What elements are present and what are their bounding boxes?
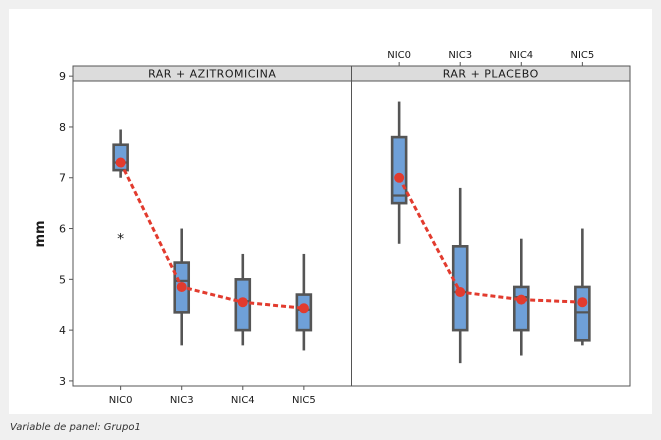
- mean-point: [237, 297, 248, 308]
- panel-azitromicina: RAR + AZITROMICINA *: [72, 65, 352, 387]
- outlier-marker: *: [117, 232, 124, 248]
- x-tick-label: NIC4: [231, 395, 255, 406]
- mean-point: [455, 287, 466, 298]
- panel-variable-label: Variable de panel: Grupo1: [10, 422, 141, 433]
- y-tick-label: 5: [59, 273, 66, 286]
- x-tick-label: NIC0: [387, 50, 411, 61]
- box-nic3: [451, 187, 469, 364]
- x-tick-label: NIC4: [509, 50, 533, 61]
- mean-connect-line: [397, 177, 583, 304]
- x-tick-label: NIC3: [170, 395, 194, 406]
- x-tick-label: NIC5: [292, 395, 316, 406]
- y-tick-label: 9: [59, 70, 66, 83]
- panel-placebo: RAR + PLACEBO: [351, 65, 631, 387]
- y-tick-label: 4: [59, 324, 66, 337]
- mean-point: [298, 303, 309, 314]
- panel-header: [351, 65, 631, 82]
- panel-title: RAR + AZITROMICINA: [148, 68, 276, 81]
- y-axis-label: mm: [33, 220, 48, 247]
- y-tick-label: 6: [59, 223, 66, 236]
- mean-point: [176, 281, 187, 292]
- y-tick-label: 8: [59, 121, 66, 134]
- x-tick-label: NIC3: [448, 50, 472, 61]
- x-tick-label: NIC0: [109, 395, 133, 406]
- box-iqr: [512, 285, 530, 332]
- x-tick-label: NIC5: [570, 50, 594, 61]
- mean-point: [115, 157, 126, 168]
- panel-title: RAR + PLACEBO: [443, 68, 539, 81]
- mean-point: [577, 297, 588, 308]
- mean-point: [394, 172, 405, 183]
- y-tick-label: 7: [59, 172, 66, 185]
- panels: RAR + AZITROMICINA * RAR + PLACEBO: [72, 65, 631, 387]
- mean-connect-line: [119, 161, 305, 310]
- y-axis: 3 4 5 6 7 8 9: [59, 70, 73, 388]
- bottom-x-axis: NIC0 NIC3 NIC4 NIC5: [109, 386, 316, 406]
- box-iqr: [390, 135, 408, 205]
- mean-point: [516, 294, 527, 305]
- top-x-axis: NIC0 NIC3 NIC4 NIC5: [387, 50, 594, 66]
- y-tick-label: 3: [59, 375, 66, 388]
- box-iqr: [574, 285, 591, 342]
